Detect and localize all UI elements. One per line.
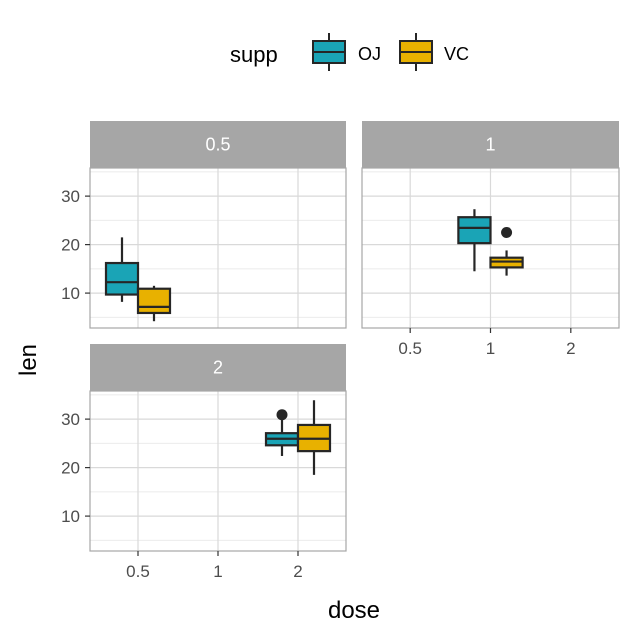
x-tick-label: 2 — [566, 339, 575, 358]
facet-strip — [90, 121, 346, 168]
y-tick-label: 10 — [61, 507, 80, 526]
legend: supp OJ VC — [230, 33, 469, 71]
legend-title: supp — [230, 42, 278, 67]
facet-panels: 0.5 10 20 30 1 0.5 1 2 2 10 20 30 0.5 1 2 — [61, 121, 620, 581]
x-tick-label: 1 — [486, 339, 495, 358]
x-axis-title: dose — [328, 597, 380, 624]
y-tick-label: 30 — [61, 187, 80, 206]
box-outlier — [501, 226, 513, 238]
x-tick-label: 0.5 — [126, 562, 150, 581]
facet-strip-label: 1 — [485, 135, 495, 155]
facet-strip — [362, 121, 619, 168]
y-tick-label: 20 — [61, 459, 80, 478]
box-vc — [136, 285, 172, 322]
box-oj — [264, 409, 300, 456]
box-body — [104, 261, 140, 296]
panel-0.5: 0.5 10 20 30 — [61, 121, 347, 329]
facet-strip — [90, 344, 346, 391]
legend-label-oj: OJ — [358, 44, 381, 64]
panel-2: 2 10 20 30 0.5 1 2 — [61, 344, 347, 581]
facet-strip-label: 0.5 — [205, 135, 230, 155]
y-axis-title: len — [15, 344, 42, 376]
box-oj — [457, 209, 492, 272]
legend-label-vc: VC — [444, 44, 469, 64]
box-body — [136, 287, 172, 315]
facet-strip-label: 2 — [213, 358, 223, 378]
x-tick-label: 2 — [293, 562, 302, 581]
legend-entry-vc: VC — [399, 33, 469, 71]
y-tick-label: 20 — [61, 236, 80, 255]
box-vc — [489, 226, 524, 276]
legend-items: OJ VC — [312, 33, 469, 71]
panel-1: 1 0.5 1 2 — [361, 121, 620, 358]
y-tick-label: 30 — [61, 410, 80, 429]
box-outlier — [276, 409, 288, 421]
x-tick-label: 0.5 — [398, 339, 422, 358]
panel-border — [89, 167, 347, 329]
box-oj — [104, 237, 140, 302]
legend-entry-oj: OJ — [312, 33, 381, 71]
box-body — [457, 216, 492, 245]
box-vc — [296, 400, 332, 475]
y-tick-label: 10 — [61, 284, 80, 303]
x-tick-label: 1 — [213, 562, 222, 581]
